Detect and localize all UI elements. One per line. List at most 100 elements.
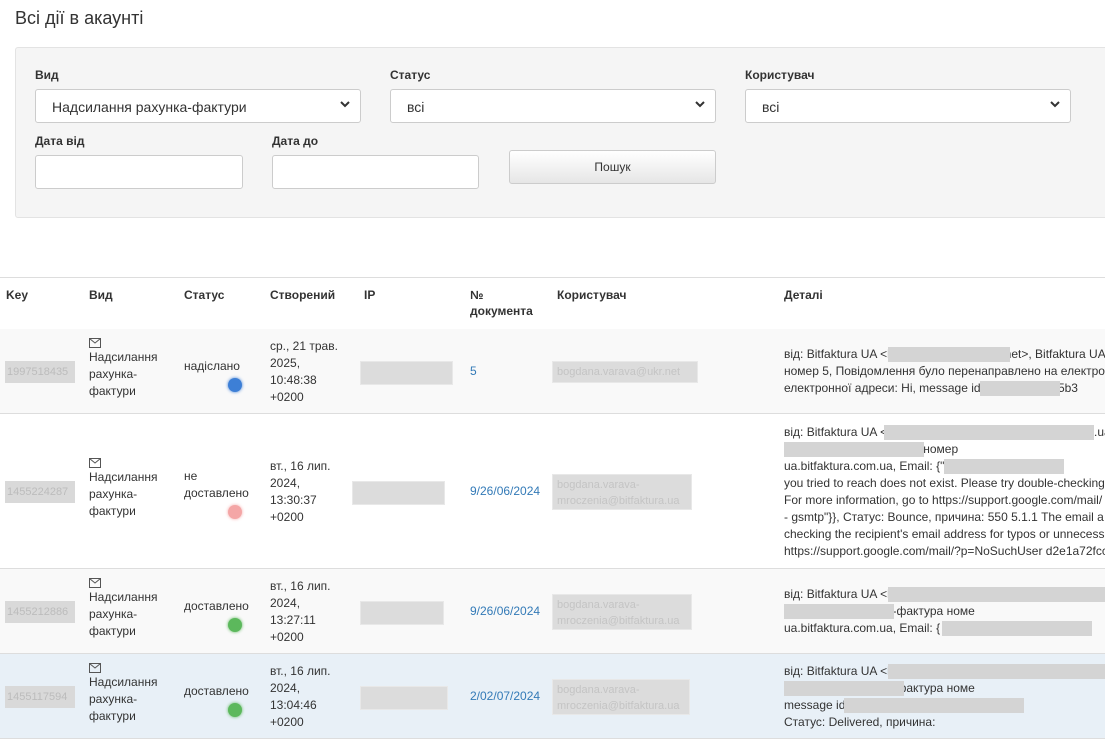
row-details-line: you tried to reach does not exist. Pleas… <box>784 475 1105 490</box>
header-type[interactable]: Вид <box>89 288 113 302</box>
details-redaction <box>884 424 1094 440</box>
details-redaction <box>888 587 1105 602</box>
row-details: від: Bitfaktura UA <bogdana.varava-mrocz… <box>784 424 1105 560</box>
search-button[interactable]: Пошук <box>509 150 716 184</box>
header-user[interactable]: Користувач <box>557 288 627 302</box>
row-status-line: доставлено <box>184 485 249 500</box>
header-created[interactable]: Створений <box>270 288 336 302</box>
header-status[interactable]: Статус <box>184 288 225 302</box>
row-doc-link[interactable]: 9/26/06/2024 <box>470 483 541 498</box>
status-filter-label: Статус <box>390 68 431 82</box>
envelope-icon <box>89 662 101 673</box>
row-status-line: доставлено <box>184 598 249 613</box>
row-details-line: For more information, go to https://supp… <box>784 492 1103 507</box>
details-redaction <box>784 441 924 457</box>
row-details-line: номер 5, Повідомлення було перенаправлен… <box>784 364 1105 378</box>
row-type: Надсилання рахунка-фактури <box>89 589 157 640</box>
row-type-line: рахунка- <box>89 486 138 501</box>
row-type: Надсилання рахунка-фактури <box>89 349 157 400</box>
row-created-line: +0200 <box>270 629 304 644</box>
header-details[interactable]: Деталі <box>784 288 823 302</box>
row-type-line: фактури <box>89 503 136 518</box>
table-row: 1455212886 Надсилання рахунка-фактури доста… <box>0 569 1105 654</box>
row-status: доставлено <box>184 598 249 615</box>
row-created-line: 2024, <box>270 680 301 695</box>
row-type-line: фактури <box>89 383 136 398</box>
row-details-line: ua.bitfaktura.com.ua, Email: {" <box>784 458 945 473</box>
user-filter-label: Користувач <box>745 68 815 82</box>
row-type-line: Надсилання <box>89 469 158 484</box>
row-key: 1455212886 <box>5 600 75 623</box>
details-redaction <box>980 381 1060 396</box>
row-ip <box>360 360 453 385</box>
row-type-line: Надсилання <box>89 349 158 364</box>
date-to-label: Дата до <box>272 134 319 148</box>
row-status: доставлено <box>184 683 249 700</box>
row-status-line: надіслано <box>184 358 240 373</box>
row-user-line: mroczenia@bitfaktura.ua <box>557 699 680 712</box>
row-type: Надсилання рахунка-фактури <box>89 674 157 725</box>
row-details-line: ua.bitfaktura.com.ua, Email: { <box>784 621 941 635</box>
row-created-line: 13:30:37 <box>270 492 317 507</box>
row-created: ср., 21 трав. 2025, 10:48:38 +0200 <box>270 338 338 406</box>
row-ip <box>352 480 445 505</box>
status-dot-icon <box>228 504 242 519</box>
row-status: надіслано <box>184 358 240 375</box>
row-key: 1455117594 <box>5 685 75 708</box>
header-key[interactable]: Key <box>6 288 29 302</box>
row-details-line: checking the recipient's email address f… <box>784 526 1105 541</box>
row-details-line: Статус: Delivered, причина: <box>784 714 936 729</box>
row-user-line: bogdana.varava- <box>557 598 640 611</box>
page-title: Всі дії в акаунті <box>15 8 144 28</box>
date-from-input[interactable] <box>35 155 243 189</box>
row-details: від: Bitfaktura UA <bogdana.varava-mrocz… <box>784 586 1105 637</box>
status-select-value: всі <box>407 99 425 115</box>
row-user-line: bogdana.varava- <box>557 478 640 491</box>
type-filter-label: Вид <box>35 68 59 82</box>
row-status-line: доставлено <box>184 683 249 698</box>
header-ip[interactable]: IP <box>364 288 376 302</box>
header-doc-no[interactable]: № документа <box>470 287 533 319</box>
status-dot-icon <box>228 377 242 392</box>
date-to-input[interactable] <box>272 155 479 189</box>
row-user: bogdana.varava@ukr.net <box>552 360 698 383</box>
row-details: від: Bitfaktura UA <bogdana.varava@ukr.n… <box>784 346 1105 397</box>
user-select[interactable]: всі <box>745 89 1071 123</box>
row-key: 1997518435 <box>5 360 75 383</box>
row-doc-link[interactable]: 9/26/06/2024 <box>470 603 541 618</box>
row-doc-link[interactable]: 5 <box>470 363 477 378</box>
row-type-line: рахунка- <box>89 691 138 706</box>
table-row: 1455117594 Надсилання рахунка-фактури доста… <box>0 654 1105 739</box>
status-dot-icon <box>228 702 242 717</box>
row-details: від: Bitfaktura UA <bogdana.varava-mrocz… <box>784 663 1105 731</box>
row-created-line: 10:48:38 <box>270 372 317 387</box>
row-details-line: - gsmtp"}}, Статус: Bounce, причина: 550… <box>784 509 1104 524</box>
type-select[interactable]: Надсилання рахунка-фактури <box>35 89 361 123</box>
row-type-line: фактури <box>89 623 136 638</box>
row-created-line: 13:04:46 <box>270 697 317 712</box>
table-row: 1455224287 Надсилання рахунка-фактури не дос… <box>0 414 1105 569</box>
user-select-value: всі <box>762 99 780 115</box>
status-select[interactable]: всі <box>390 89 716 123</box>
filter-panel: Вид Надсилання рахунка-фактури Статус вс… <box>15 47 1105 218</box>
row-user-line: bogdana.varava@ukr.net <box>557 365 681 378</box>
status-dot-icon <box>228 617 242 632</box>
row-user-line: mroczenia@bitfaktura.ua <box>557 494 680 507</box>
row-created-line: вт., 16 лип. <box>270 458 331 473</box>
row-ip <box>360 600 444 625</box>
details-redaction <box>888 663 1105 679</box>
row-details-line: https://support.google.com/mail/?p=NoSuc… <box>784 543 1105 558</box>
row-created-line: вт., 16 лип. <box>270 663 331 678</box>
row-type: Надсилання рахунка-фактури <box>89 469 157 520</box>
header-doc-no-line2: документа <box>470 304 533 318</box>
row-created-line: +0200 <box>270 509 304 524</box>
table-row: 1997518435 Надсилання рахунка-фактури надіс… <box>0 329 1105 414</box>
row-user-line: mroczenia@bitfaktura.ua <box>557 614 680 627</box>
details-redaction <box>784 680 904 696</box>
row-doc-link[interactable]: 2/02/07/2024 <box>470 688 541 703</box>
row-created-line: +0200 <box>270 714 304 729</box>
details-redaction <box>888 347 1010 362</box>
row-user-line: bogdana.varava- <box>557 683 640 696</box>
row-created: вт., 16 лип. 2024, 13:30:37 +0200 <box>270 458 331 526</box>
details-redaction <box>942 621 1092 636</box>
